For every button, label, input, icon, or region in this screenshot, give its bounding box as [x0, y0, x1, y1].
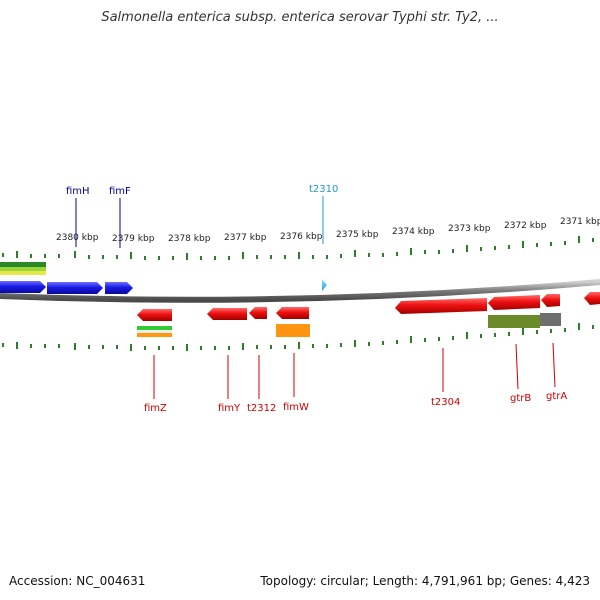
reverse-gene[interactable] [276, 307, 309, 319]
reverse-tick-track [2, 323, 594, 351]
gene-label-fimz[interactable]: fimZ [144, 403, 167, 414]
gene-label-gtrb[interactable]: gtrB [510, 393, 531, 404]
gene-label-t2304[interactable]: t2304 [431, 397, 460, 408]
gene-label-gtra[interactable]: gtrA [546, 391, 567, 402]
scale-label: 2377 kbp [224, 233, 267, 243]
forward-gene[interactable] [47, 282, 103, 294]
feature-band[interactable] [137, 326, 172, 330]
scale-label: 2379 kbp [112, 234, 155, 244]
genome-backbone [0, 279, 600, 303]
forward-tick-track [2, 236, 594, 260]
forward-gene[interactable] [105, 282, 133, 294]
feature-band[interactable] [0, 267, 46, 271]
scale-label: 2380 kbp [56, 233, 99, 243]
scale-labels: 2380 kbp 2379 kbp 2378 kbp 2377 kbp 2376… [56, 217, 600, 244]
scale-label: 2375 kbp [336, 230, 379, 240]
gene-label-t2312[interactable]: t2312 [247, 403, 276, 414]
highlight-gene[interactable] [322, 279, 327, 291]
map-title: Salmonella enterica subsp. enterica sero… [101, 10, 499, 25]
scale-label: 2378 kbp [168, 234, 211, 244]
scale-label: 2376 kbp [280, 232, 323, 242]
feature-band[interactable] [488, 315, 540, 328]
reverse-gene[interactable] [395, 298, 487, 314]
feature-band[interactable] [0, 262, 46, 267]
feature-band[interactable] [137, 333, 172, 337]
feature-band[interactable] [0, 271, 46, 275]
gene-label-fimf[interactable]: fimF [109, 186, 131, 197]
reverse-gene[interactable] [207, 308, 247, 320]
scale-label: 2371 kbp [560, 217, 600, 227]
forward-gene[interactable] [0, 281, 46, 293]
gene-label-fimh[interactable]: fimH [66, 186, 90, 197]
gene-label-t2310[interactable]: t2310 [309, 184, 338, 195]
feature-band[interactable] [137, 330, 172, 333]
reverse-gene[interactable] [541, 294, 560, 307]
gene-label-fimy[interactable]: fimY [218, 403, 241, 414]
feature-band[interactable] [276, 324, 310, 337]
label-leader [515, 343, 519, 390]
reverse-gene[interactable] [488, 295, 540, 310]
reverse-gene[interactable] [137, 309, 172, 321]
scale-label: 2372 kbp [504, 221, 547, 231]
feature-band[interactable] [540, 313, 561, 326]
accession-text: Accession: NC_004631 [9, 574, 146, 588]
gene-label-fimw[interactable]: fimW [283, 402, 309, 413]
genome-summary-text: Topology: circular; Length: 4,791,961 bp… [260, 574, 590, 588]
scale-label: 2374 kbp [392, 227, 435, 237]
reverse-gene[interactable] [584, 292, 600, 305]
reverse-gene[interactable] [249, 307, 267, 319]
label-leader [552, 342, 556, 388]
scale-label: 2373 kbp [448, 224, 491, 234]
